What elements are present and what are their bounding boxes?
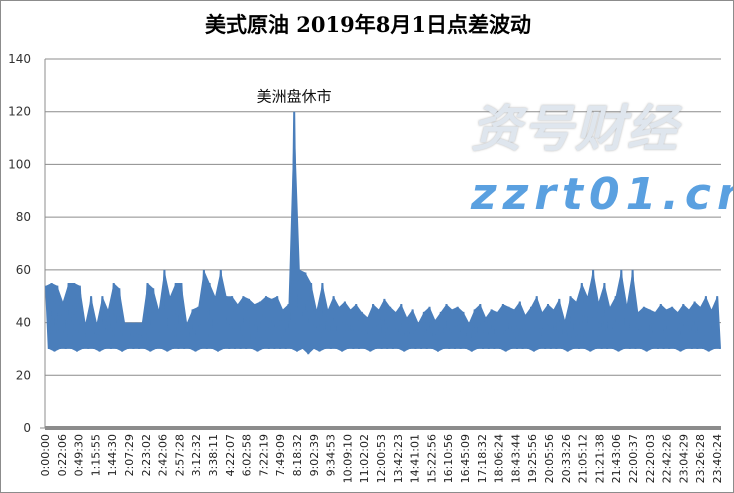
y-tick-label: 20 <box>16 368 31 382</box>
x-tick-label: 18:06:24 <box>493 434 506 483</box>
x-tick-label: 0:00:00 <box>39 434 52 476</box>
x-tick-label: 2:07:29 <box>123 434 136 476</box>
x-tick-label: 18:43:44 <box>509 434 522 483</box>
y-tick-label: 60 <box>16 263 31 277</box>
x-tick-label: 7:22:19 <box>257 434 270 476</box>
watermark-url: zzrt01.cn <box>471 169 734 220</box>
x-tick-label: 17:18:32 <box>476 434 489 483</box>
x-tick-label: 0:49:30 <box>73 434 86 476</box>
x-tick-label: 21:43:06 <box>610 434 623 483</box>
x-tick-label: 22:42:26 <box>661 434 674 483</box>
x-tick-label: 11:02:02 <box>358 434 371 483</box>
x-tick-label: 22:20:03 <box>644 434 657 483</box>
series-band <box>46 111 720 355</box>
watermark-logo-text: 资号财经 <box>471 100 679 158</box>
x-tick-label: 15:22:56 <box>425 434 438 483</box>
x-tick-label: 20:33:26 <box>560 434 573 483</box>
x-tick-label: 23:26:28 <box>694 434 707 483</box>
x-tick-label: 23:04:29 <box>677 434 690 483</box>
y-tick-label: 0 <box>23 421 31 435</box>
x-tick-label: 7:49:09 <box>274 434 287 476</box>
x-tick-label: 20:05:56 <box>543 434 556 483</box>
y-tick-label: 140 <box>8 52 31 66</box>
x-tick-label: 12:00:53 <box>375 434 388 483</box>
annotation-label: 美洲盘休市 <box>257 88 332 106</box>
x-tick-label: 2:42:06 <box>157 434 170 476</box>
x-tick-label: 8:18:32 <box>291 434 304 476</box>
x-tick-label: 21:21:38 <box>593 434 606 483</box>
y-tick-label: 100 <box>8 157 31 171</box>
x-tick-label: 14:41:01 <box>409 434 422 483</box>
x-tick-label: 16:45:09 <box>459 434 472 483</box>
x-tick-label: 1:44:30 <box>106 434 119 476</box>
x-tick-label: 4:22:07 <box>224 434 237 476</box>
x-tick-label: 3:12:32 <box>190 434 203 476</box>
x-tick-label: 21:05:12 <box>577 434 590 483</box>
x-tick-label: 1:15:55 <box>89 434 102 476</box>
y-tick-label: 80 <box>16 210 31 224</box>
x-tick-label: 9:02:39 <box>308 434 321 476</box>
x-tick-label: 2:57:28 <box>173 434 186 476</box>
series-line <box>45 111 721 355</box>
x-tick-label: 0:22:06 <box>56 434 69 476</box>
y-tick-label: 120 <box>8 105 31 119</box>
y-tick-label: 40 <box>16 316 31 330</box>
x-tick-label: 2:23:02 <box>140 434 153 476</box>
x-tick-label: 13:42:23 <box>392 434 405 483</box>
x-tick-label: 16:10:56 <box>442 434 455 483</box>
x-tick-label: 6:02:58 <box>241 434 254 476</box>
x-tick-label: 23:40:24 <box>711 434 724 483</box>
x-tick-label: 9:34:53 <box>325 434 338 476</box>
x-tick-label: 22:00:37 <box>627 434 640 483</box>
chart-title: 美式原油 2019年8月1日点差波动 <box>205 12 531 37</box>
x-tick-label: 10:09:10 <box>341 434 354 483</box>
x-tick-label: 3:38:11 <box>207 434 220 476</box>
x-tick-label: 19:25:56 <box>526 434 539 483</box>
